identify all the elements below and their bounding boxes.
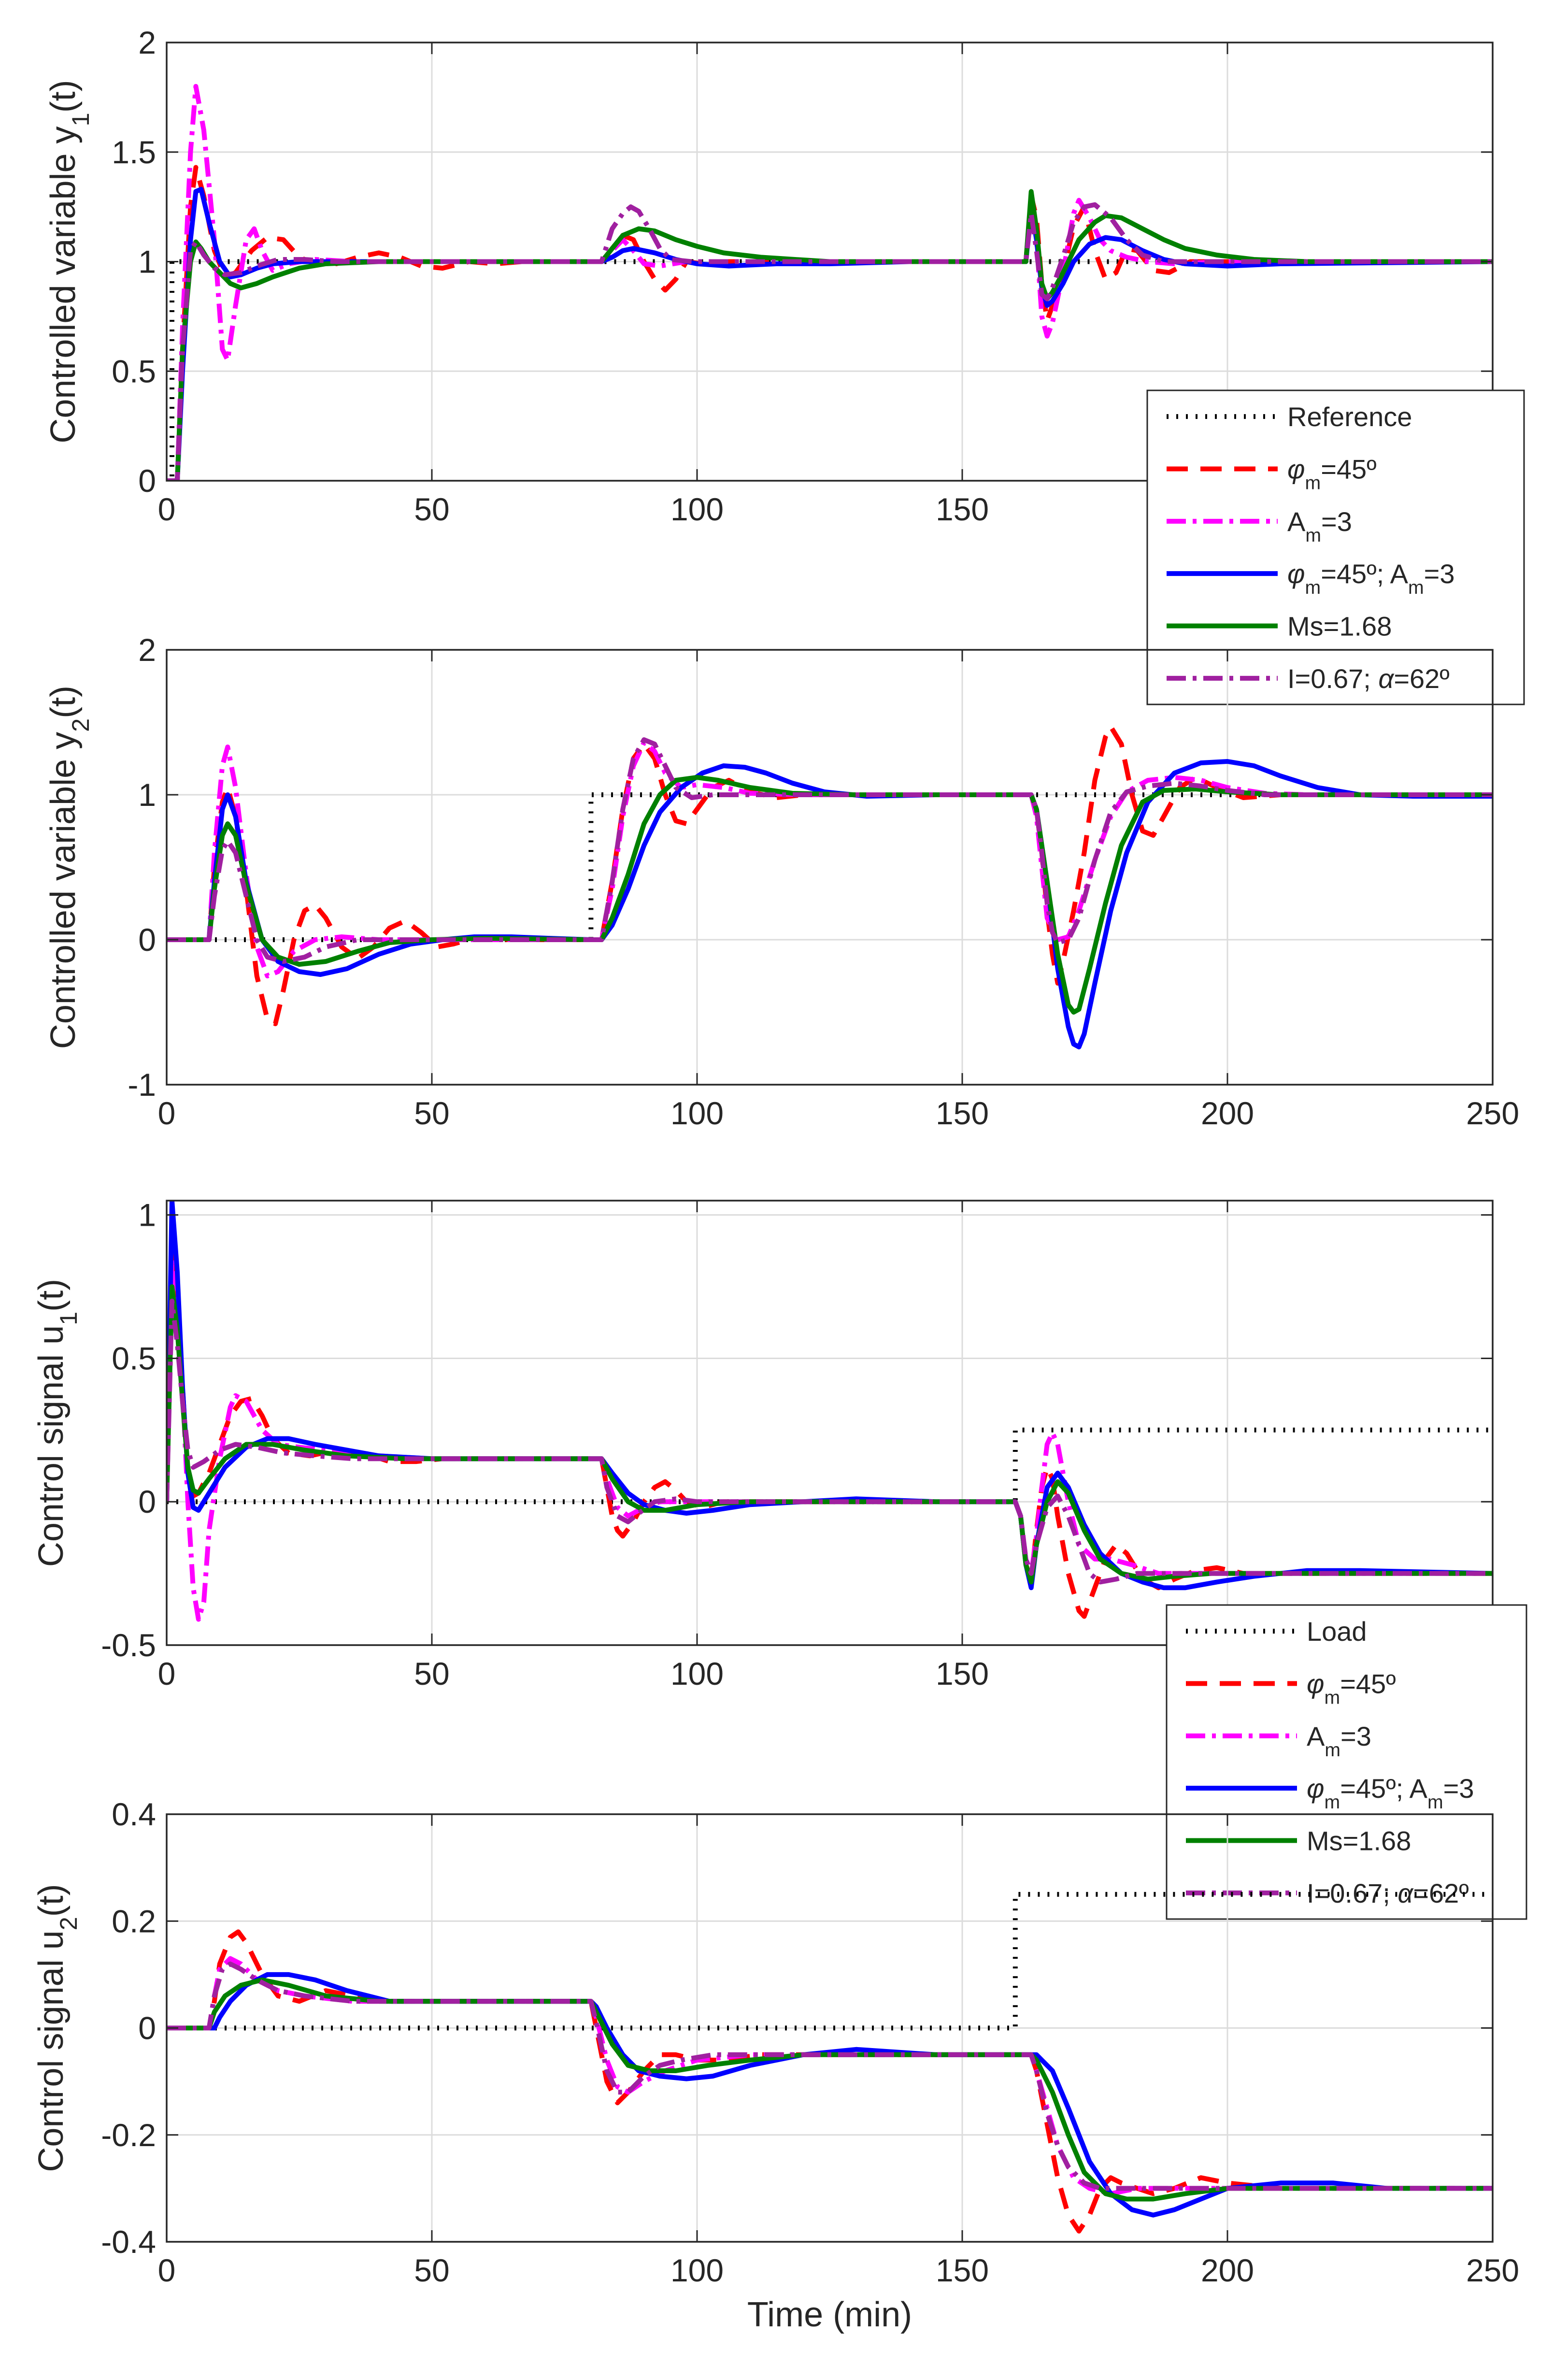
x-tick-label: 150 <box>936 1095 989 1131</box>
y-tick-label: 0 <box>138 463 156 499</box>
series-line-ia <box>167 1961 1493 2191</box>
x-tick-label: 250 <box>1466 1095 1519 1131</box>
legend: Reference φm=45º Am=3 φm=45º; Am=3 Ms=1.68 I=… <box>1146 389 1525 705</box>
legend-label-phi: φm=45º <box>1287 454 1377 494</box>
x-tick-label: 200 <box>1201 1095 1254 1131</box>
legend-label-ms: Ms=1.68 <box>1307 1826 1411 1856</box>
axes-box <box>166 1200 1494 1646</box>
series-line-ia <box>167 202 1493 481</box>
y-axis-label: Controlled variable y2(t) <box>44 686 94 1049</box>
y-tick-label: 0.4 <box>112 1796 156 1832</box>
legend-label-ia: I=0.67; α=62º <box>1307 1878 1469 1908</box>
y-tick-label: -0.4 <box>101 2224 156 2260</box>
x-tick-label: 150 <box>936 1656 989 1691</box>
series-group <box>167 84 1493 481</box>
legend-label-both: φm=45º; Am=3 <box>1287 559 1455 598</box>
y-tick-label: -1 <box>128 1067 156 1103</box>
series-group <box>167 1892 1493 2234</box>
legend-box <box>1146 389 1525 705</box>
y-axis-label: Control signal u1(t) <box>32 1279 82 1567</box>
series-line-phi <box>167 1929 1493 2234</box>
x-tick-label: 0 <box>158 2252 176 2288</box>
series-line-ms <box>167 775 1493 1015</box>
series-line-both <box>167 186 1493 481</box>
series-group <box>167 724 1493 1049</box>
y-tick-label: -0.2 <box>101 2117 156 2153</box>
series-line-ms <box>167 1977 1493 2202</box>
series-group <box>167 1201 1493 1622</box>
x-tick-label: 50 <box>414 491 449 527</box>
x-tick-label: 50 <box>414 1656 449 1691</box>
series-line-am <box>167 1956 1493 2196</box>
series-line-ms <box>167 189 1493 481</box>
y-tick-label: 0.5 <box>112 1340 156 1376</box>
y-tick-label: 0.5 <box>112 353 156 389</box>
y-tick-label: -0.5 <box>101 1627 156 1663</box>
y-tick-label: 0 <box>138 2010 156 2046</box>
legend-box <box>1166 1604 1527 1920</box>
y-axis-label: Control signal u2(t) <box>32 1884 82 2172</box>
y-tick-label: 2 <box>138 25 156 60</box>
y-tick-label: 0.2 <box>112 1903 156 1939</box>
x-tick-label: 50 <box>414 2252 449 2288</box>
legend-label-ms: Ms=1.68 <box>1287 611 1392 642</box>
legend-label-am: Am=3 <box>1287 506 1352 546</box>
x-tick-label: 100 <box>670 1095 724 1131</box>
panel-4: 0 50 100 150 200 250 -0.4 -0.2 0 0.2 0.4 Control si… <box>32 1796 1519 2334</box>
legend-label-ref: Reference <box>1287 401 1412 432</box>
series-line-phi <box>167 724 1493 1026</box>
y-tick-label: 0 <box>138 1484 156 1519</box>
y-tick-label: 1.5 <box>112 134 156 170</box>
x-tick-label: 200 <box>1201 2252 1254 2288</box>
series-line-ia <box>167 1298 1493 1585</box>
y-tick-label: 1 <box>138 244 156 280</box>
x-tick-label: 0 <box>158 491 176 527</box>
x-tick-label: 0 <box>158 1656 176 1691</box>
x-axis-label: Time (min) <box>747 2295 912 2334</box>
series-line-ia <box>167 737 1493 964</box>
series-line-am <box>167 1255 1493 1622</box>
x-tick-label: 100 <box>670 491 724 527</box>
axes-box <box>166 649 1494 1086</box>
x-tick-label: 50 <box>414 1095 449 1131</box>
x-tick-label: 150 <box>936 491 989 527</box>
x-tick-label: 100 <box>670 2252 724 2288</box>
legend: Load φm=45º Am=3 φm=45º; Am=3 Ms=1.68 I=0.67;… <box>1166 1604 1527 1920</box>
y-axis-label: Controlled variable y1(t) <box>44 80 94 443</box>
y-tick-label: 1 <box>138 1197 156 1233</box>
y-tick-label: 0 <box>138 922 156 958</box>
series-line-both <box>167 1972 1493 2218</box>
series-line-ms <box>167 1284 1493 1585</box>
x-tick-label: 100 <box>670 1656 724 1691</box>
y-tick-label: 2 <box>138 632 156 668</box>
x-tick-label: 250 <box>1466 2252 1519 2288</box>
panel-1: 0 50 100 150 0 0.5 1 1.5 2 Controlled variable y1… <box>44 25 1494 527</box>
legend-label-ia: I=0.67; α=62º <box>1287 663 1450 694</box>
x-tick-label: 0 <box>158 1095 176 1131</box>
y-tick-label: 1 <box>138 777 156 813</box>
legend-label-phi: φm=45º <box>1307 1669 1396 1708</box>
x-tick-label: 150 <box>936 2252 989 2288</box>
legend-label-am: Am=3 <box>1307 1721 1371 1761</box>
legend-label-ref: Load <box>1307 1616 1367 1647</box>
legend-label-both: φm=45º; Am=3 <box>1307 1773 1474 1813</box>
series-line-phi <box>167 165 1493 481</box>
